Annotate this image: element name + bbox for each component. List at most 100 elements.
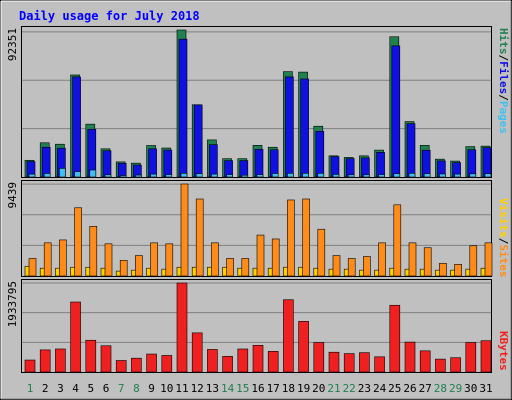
bar-sites-day-13: [211, 242, 219, 277]
bar-pages-day-15: [241, 174, 249, 178]
x-axis-labels: 1 2 3 4 5 6 7 8 9 10 11 12 13 14 15 16 17 18 19 20 21 22 23 24 2…: [27, 382, 493, 395]
bar-pages-day-24: [378, 174, 385, 178]
bar-kbytes-day-14: [222, 356, 233, 373]
bar-pages-day-2: [43, 173, 51, 178]
x-tick-label: 9: [148, 382, 155, 395]
bar-pages-day-10: [165, 174, 173, 178]
bar-sites-day-3: [59, 239, 67, 277]
bar-sites-day-12: [195, 198, 204, 277]
bar-sites-day-20: [317, 228, 326, 277]
x-tick-label: 3: [57, 382, 64, 395]
x-tick-label: 15: [236, 382, 249, 395]
x-tick-label: 25: [388, 382, 401, 395]
bar-pages-day-31: [484, 173, 492, 178]
bar-kbytes-day-13: [207, 349, 218, 373]
middle-panel-max-label: 9439: [6, 182, 19, 209]
bar-sites-day-10: [165, 243, 174, 277]
bar-pages-day-8: [135, 174, 142, 178]
x-tick-label: 13: [206, 382, 219, 395]
x-tick-label: 8: [133, 382, 140, 395]
top-panel-max-label: 92351: [6, 28, 19, 61]
middle-axis-label: Visits/Sites: [497, 198, 510, 278]
bar-files-day-4: [72, 76, 81, 178]
legend-sites: Sites: [497, 244, 510, 277]
bar-pages-day-18: [287, 173, 294, 178]
x-tick-label: 23: [358, 382, 371, 395]
bottom-panel-max-label: 1933795: [6, 281, 19, 327]
bar-pages-day-27: [423, 173, 431, 178]
bar-kbytes-day-16: [252, 345, 264, 373]
bar-files-day-10: [163, 149, 173, 178]
bar-pages-day-29: [454, 173, 461, 178]
chart-title: Daily usage for July 2018: [19, 9, 200, 23]
bar-pages-day-14: [226, 174, 233, 178]
bar-pages-day-5: [89, 169, 97, 178]
bar-files-day-9: [148, 148, 157, 178]
bar-pages-day-9: [150, 173, 157, 178]
bar-sites-day-25: [393, 204, 402, 277]
bar-files-day-16: [254, 149, 264, 178]
x-tick-label: 28: [434, 382, 447, 395]
legend-kbytes: KBytes: [497, 331, 510, 371]
bar-pages-day-12: [195, 173, 203, 178]
legend-files: Files: [497, 61, 510, 94]
bar-sites-day-7: [119, 260, 128, 277]
bar-pages-day-3: [59, 168, 66, 178]
bar-kbytes-day-17: [267, 350, 279, 373]
bar-pages-day-25: [393, 173, 401, 178]
bar-files-day-27: [421, 149, 431, 178]
bar-pages-day-13: [211, 173, 218, 178]
bar-sites-day-9: [150, 242, 158, 277]
bar-files-day-22: [345, 158, 355, 178]
x-tick-label: 16: [251, 382, 264, 395]
x-tick-label: 12: [191, 382, 204, 395]
bar-sites-day-15: [241, 258, 250, 277]
bar-pages-day-17: [271, 173, 279, 178]
bar-kbytes-day-26: [404, 341, 416, 373]
bar-sites-day-24: [378, 242, 386, 277]
top-axis-label: Hits/Files/Pages: [497, 28, 510, 134]
bar-kbytes-day-4: [70, 301, 81, 373]
bottom-axis-label: KBytes: [497, 331, 510, 371]
bar-sites-day-23: [363, 256, 371, 277]
x-tick-label: 20: [312, 382, 325, 395]
bar-files-day-21: [330, 156, 340, 178]
x-tick-label: 6: [103, 382, 110, 395]
bar-sites-day-5: [89, 225, 98, 277]
bar-pages-day-16: [256, 174, 264, 178]
bar-kbytes-day-9: [146, 353, 157, 373]
bar-pages-day-30: [469, 173, 477, 178]
bar-files-day-7: [117, 163, 127, 178]
bar-pages-day-26: [408, 173, 416, 178]
bar-kbytes-day-22: [343, 353, 355, 373]
bar-sites-day-4: [74, 207, 82, 277]
bar-sites-day-26: [408, 242, 417, 277]
x-tick-label: 10: [160, 382, 173, 395]
bar-pages-day-7: [119, 175, 127, 178]
x-tick-label: 31: [479, 382, 492, 395]
bar-sites-day-17: [271, 238, 280, 277]
bar-sites-day-31: [484, 242, 493, 277]
bar-pages-day-6: [104, 174, 112, 178]
bar-files-day-15: [239, 160, 249, 178]
bar-sites-day-8: [135, 255, 143, 277]
bar-kbytes-day-25: [389, 304, 401, 373]
bar-kbytes-day-8: [131, 357, 142, 373]
bar-kbytes-day-2: [39, 349, 51, 373]
bar-kbytes-day-30: [465, 342, 477, 373]
x-tick-label: 14: [221, 382, 235, 395]
bar-sites-day-22: [347, 258, 356, 277]
bar-sites-day-14: [226, 258, 234, 277]
bar-sites-day-18: [287, 199, 295, 277]
bar-sites-day-16: [256, 234, 265, 277]
x-tick-label: 22: [343, 382, 356, 395]
bar-kbytes-day-5: [85, 339, 97, 373]
bar-kbytes-day-31: [480, 340, 492, 373]
bar-kbytes-day-15: [237, 348, 249, 373]
bar-pages-day-23: [363, 174, 370, 178]
bar-files-day-30: [467, 149, 477, 178]
bar-sites-day-30: [469, 245, 478, 277]
bar-files-day-23: [361, 157, 370, 178]
x-tick-label: 24: [373, 382, 387, 395]
